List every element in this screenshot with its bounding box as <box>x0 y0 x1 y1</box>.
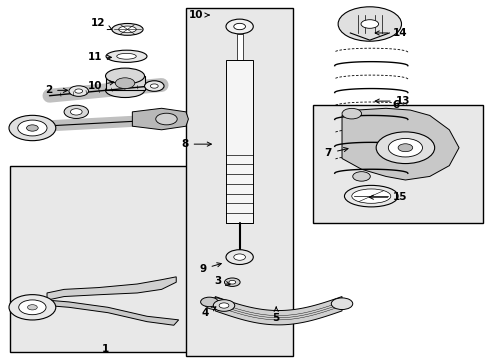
Ellipse shape <box>64 105 88 118</box>
Ellipse shape <box>351 189 390 203</box>
Ellipse shape <box>70 109 82 115</box>
Polygon shape <box>132 108 188 130</box>
Ellipse shape <box>156 113 177 125</box>
Ellipse shape <box>375 132 434 163</box>
Ellipse shape <box>360 20 378 28</box>
Text: 10: 10 <box>188 10 209 20</box>
Ellipse shape <box>9 115 56 141</box>
Text: 3: 3 <box>214 276 229 286</box>
Bar <box>10 166 210 352</box>
Ellipse shape <box>330 298 352 310</box>
Text: 9: 9 <box>199 263 221 274</box>
Ellipse shape <box>105 83 144 98</box>
Text: 10: 10 <box>87 81 114 91</box>
Bar <box>105 76 144 90</box>
Ellipse shape <box>225 19 253 34</box>
Ellipse shape <box>352 172 369 181</box>
Text: 8: 8 <box>181 139 211 149</box>
Ellipse shape <box>213 300 234 311</box>
Ellipse shape <box>204 298 225 310</box>
Text: 6: 6 <box>391 100 399 110</box>
Ellipse shape <box>219 303 228 308</box>
Text: 1: 1 <box>102 343 109 354</box>
Ellipse shape <box>337 7 401 41</box>
Ellipse shape <box>341 108 361 119</box>
Ellipse shape <box>119 26 136 33</box>
Text: 5: 5 <box>272 307 279 323</box>
Ellipse shape <box>150 84 158 88</box>
Ellipse shape <box>27 305 37 310</box>
Ellipse shape <box>69 86 88 96</box>
Text: 12: 12 <box>91 18 112 30</box>
Text: 15: 15 <box>368 192 407 202</box>
Ellipse shape <box>224 278 240 287</box>
Ellipse shape <box>233 23 245 30</box>
Bar <box>236 34 242 60</box>
Text: 13: 13 <box>374 96 409 106</box>
Ellipse shape <box>397 144 412 152</box>
Ellipse shape <box>75 89 82 93</box>
Ellipse shape <box>106 50 147 62</box>
Ellipse shape <box>387 139 422 157</box>
Ellipse shape <box>105 68 144 84</box>
Polygon shape <box>47 277 176 300</box>
Ellipse shape <box>112 23 143 35</box>
Text: 14: 14 <box>374 28 407 38</box>
Ellipse shape <box>144 81 163 91</box>
Ellipse shape <box>225 250 253 265</box>
Ellipse shape <box>9 294 56 320</box>
Text: 2: 2 <box>45 85 67 95</box>
Ellipse shape <box>228 280 235 284</box>
Bar <box>312 105 483 223</box>
Bar <box>185 8 293 356</box>
Bar <box>226 60 252 223</box>
Polygon shape <box>341 108 458 180</box>
Ellipse shape <box>26 125 38 131</box>
Ellipse shape <box>117 53 136 59</box>
Ellipse shape <box>200 297 218 307</box>
Polygon shape <box>215 297 341 325</box>
Ellipse shape <box>344 185 397 207</box>
Ellipse shape <box>233 254 245 260</box>
Ellipse shape <box>115 78 135 89</box>
Text: 4: 4 <box>202 307 215 318</box>
Ellipse shape <box>19 300 46 315</box>
Polygon shape <box>47 300 178 325</box>
Text: 11: 11 <box>87 52 111 62</box>
Ellipse shape <box>18 120 47 136</box>
Text: 7: 7 <box>324 148 347 158</box>
